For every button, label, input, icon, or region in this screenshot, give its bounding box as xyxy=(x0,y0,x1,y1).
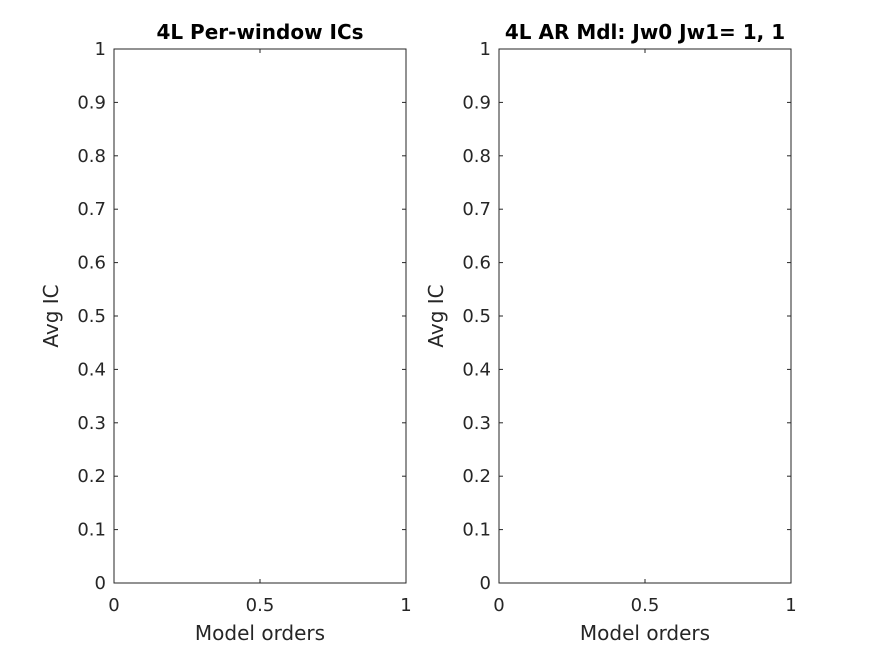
y-tick-label-right: 0.5 xyxy=(462,306,491,327)
y-tick-label-right: 1 xyxy=(480,39,491,60)
x-tick-label-right: 0 xyxy=(493,595,504,616)
y-tick-label-right: 0.7 xyxy=(462,199,491,220)
y-axis-label-right: Avg IC xyxy=(424,284,448,347)
y-tick-label-left: 0.2 xyxy=(77,466,106,487)
subplot-left: 0 0.1 0.2 0.3 0.4 0.5 0.6 0.7 0.8 0.9 1 0 0.5 1 4L Pe… xyxy=(39,20,412,645)
y-tick-label-left: 0.9 xyxy=(77,92,106,113)
axes-box-left xyxy=(113,48,407,584)
y-tick-label-left: 1 xyxy=(95,39,106,60)
y-tick-label-right: 0.8 xyxy=(462,146,491,167)
tick-group-right: 0 0.1 0.2 0.3 0.4 0.5 0.6 0.7 0.8 0.9 1 0 0.5 1 xyxy=(462,39,796,616)
chart-title-left: 4L Per-window ICs xyxy=(156,20,363,44)
x-tick-label-right: 1 xyxy=(785,595,796,616)
axes-box-right xyxy=(498,48,792,584)
x-axis-label-right: Model orders xyxy=(580,621,710,645)
y-tick-label-right: 0.4 xyxy=(462,359,491,380)
tick-group-left: 0 0.1 0.2 0.3 0.4 0.5 0.6 0.7 0.8 0.9 1 0 0.5 1 xyxy=(77,39,411,616)
y-tick-label-left: 0.8 xyxy=(77,146,106,167)
x-tick-label-left: 1 xyxy=(400,595,411,616)
x-tick-label-left: 0 xyxy=(108,595,119,616)
chart-title-right: 4L AR Mdl: Jw0 Jw1= 1, 1 xyxy=(505,20,785,44)
subplot-right: 0 0.1 0.2 0.3 0.4 0.5 0.6 0.7 0.8 0.9 1 0 0.5 1 4L AR… xyxy=(424,20,797,645)
y-tick-label-left: 0.4 xyxy=(77,359,106,380)
x-tick-label-right: 0.5 xyxy=(631,595,660,616)
y-tick-label-right: 0.9 xyxy=(462,92,491,113)
x-tick-label-left: 0.5 xyxy=(246,595,275,616)
y-tick-label-right: 0.1 xyxy=(462,520,491,541)
y-tick-label-right: 0.3 xyxy=(462,413,491,434)
y-tick-label-right: 0.2 xyxy=(462,466,491,487)
y-tick-label-right: 0.6 xyxy=(462,253,491,274)
y-tick-label-left: 0.6 xyxy=(77,253,106,274)
y-tick-label-right: 0 xyxy=(480,573,491,594)
y-tick-label-left: 0 xyxy=(95,573,106,594)
y-axis-label-left: Avg IC xyxy=(39,284,63,347)
y-tick-label-left: 0.3 xyxy=(77,413,106,434)
y-tick-label-left: 0.5 xyxy=(77,306,106,327)
y-tick-label-left: 0.1 xyxy=(77,520,106,541)
x-axis-label-left: Model orders xyxy=(195,621,325,645)
y-tick-label-left: 0.7 xyxy=(77,199,106,220)
